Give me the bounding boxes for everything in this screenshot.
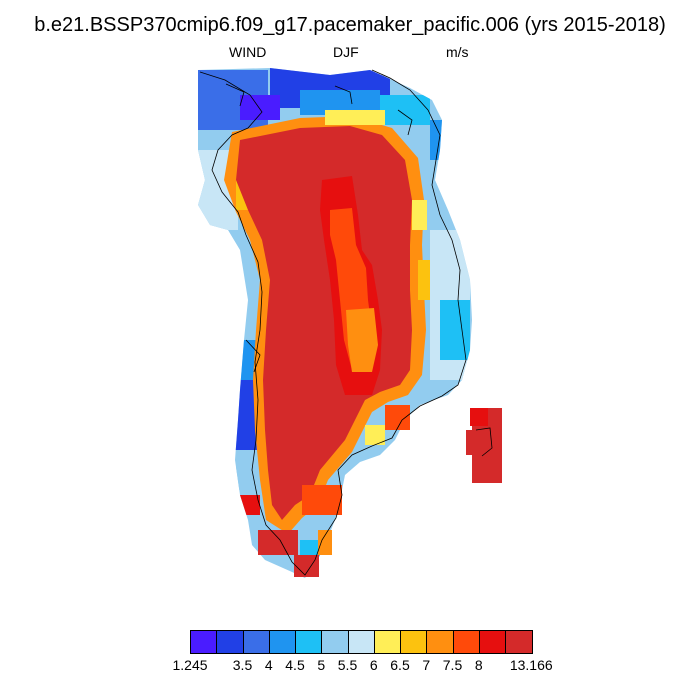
colorbar-swatch — [453, 631, 480, 653]
east-island — [466, 408, 502, 483]
wind-field — [198, 68, 502, 578]
coastline — [199, 69, 493, 576]
colorbar-tick-label: 4.5 — [285, 657, 305, 673]
colorbar-swatch — [374, 631, 401, 653]
colorbar-tick-label: 3.5 — [232, 657, 253, 673]
colorbar-swatch — [479, 631, 506, 653]
colorbar-tick-label: 7.5 — [442, 657, 463, 673]
colorbar-tick-label: 13.166 — [509, 657, 553, 673]
colorbar-tick-label: 8 — [474, 657, 483, 673]
colorbar-tick-label: 5.5 — [337, 657, 358, 673]
colorbar-swatch — [217, 631, 244, 653]
plot-title: b.e21.BSSP370cmip6.f09_g17.pacemaker_pac… — [34, 14, 666, 36]
colorbar-tick-label: 7 — [422, 657, 431, 673]
colorbar-swatch — [269, 631, 296, 653]
colorbar-swatch — [296, 631, 323, 653]
colorbar-swatch — [191, 631, 218, 653]
colorbar-swatch — [401, 631, 428, 653]
units-label: m/s — [446, 44, 469, 60]
colorbar-swatch — [243, 631, 270, 653]
variable-label: WIND — [229, 44, 267, 60]
colorbar-tick-label: 1.245 — [172, 657, 208, 673]
colorbar-swatch — [348, 631, 375, 653]
colorbar-swatch — [427, 631, 454, 653]
colorbar — [190, 630, 534, 654]
colorbar-swatch — [506, 631, 533, 653]
colorbar-tick-label: 4 — [264, 657, 273, 673]
colorbar-tick-label: 6.5 — [390, 657, 410, 673]
colorbar-swatch — [322, 631, 349, 653]
colorbar-tick-label: 6 — [369, 657, 378, 673]
colorbar-tick-label: 5 — [317, 657, 326, 673]
central-ridge — [302, 176, 410, 515]
season-label: DJF — [333, 44, 359, 60]
southern-tip — [258, 530, 332, 577]
